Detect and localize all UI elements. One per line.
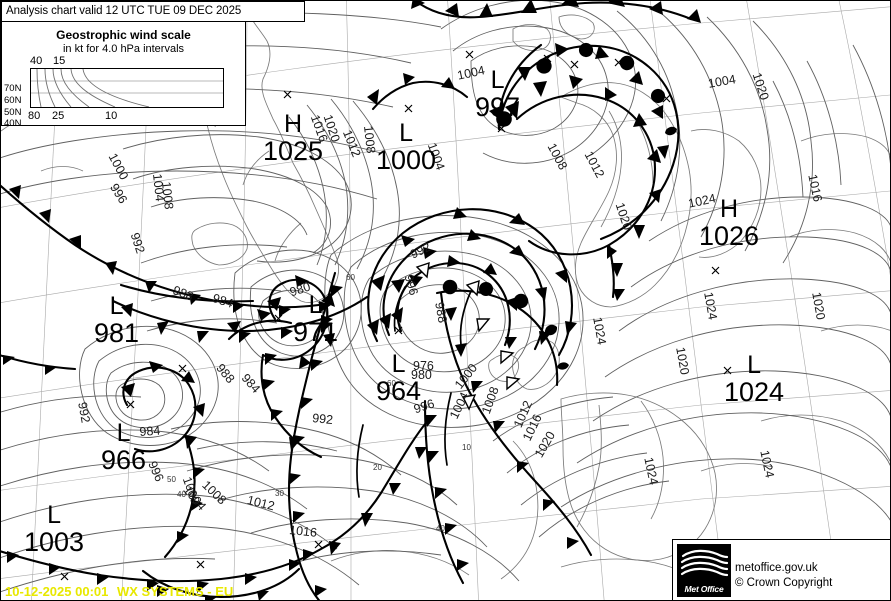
pressure-centre-l-1000: L 1000 xyxy=(376,119,437,175)
cold-front-l966-tail xyxy=(163,433,196,559)
coastlines xyxy=(1,8,890,594)
pressure-centre-type: L xyxy=(308,291,323,319)
met-office-logo-box: Met Office metoffice.gov.uk © Crown Copy… xyxy=(672,539,890,600)
pressure-centre-type: L xyxy=(47,501,61,529)
pressure-centre-type: L xyxy=(399,119,413,147)
cold-front-greenland-lower xyxy=(119,283,255,303)
pressure-centre-type: L xyxy=(747,351,761,379)
pressure-centre-type: H xyxy=(720,195,739,223)
wind-speed-annotation-7: 10 xyxy=(462,443,471,452)
pressure-centre-h-1025: H 1025 xyxy=(263,110,324,166)
wind-speed-annotation-4: 30 xyxy=(275,489,284,498)
wind-scale-lat-50n: 50N xyxy=(4,107,22,118)
wind-scale-bottom-80: 80 xyxy=(28,110,41,122)
geostrophic-wind-scale-box: Geostrophic wind scale in kt for 4.0 hPa… xyxy=(1,22,246,129)
trough-line-north xyxy=(459,290,472,346)
wind-speed-annotation-1: 60 xyxy=(387,379,396,388)
met-office-wordmark: Met Office xyxy=(684,584,724,594)
pressure-centre-value: 971 xyxy=(293,316,339,347)
cold-front-greenland xyxy=(1,184,333,309)
wind-scale-top-40: 40 xyxy=(30,55,43,67)
cold-front-l997-trail xyxy=(515,93,657,256)
met-office-logo-mark: Met Office xyxy=(677,544,731,597)
pressure-centre-l-1003: L 1003 xyxy=(24,501,85,557)
cold-front-southern xyxy=(1,417,431,583)
pressure-centre-type: L xyxy=(116,419,131,447)
met-office-url: metoffice.gov.uk xyxy=(735,562,818,574)
warm-front-l971 xyxy=(227,319,293,341)
wave-lines-icon xyxy=(680,549,729,577)
cold-front-l964-south xyxy=(439,291,593,557)
pressure-centre-type: L xyxy=(391,350,406,378)
pressure-centre-type: H xyxy=(284,110,303,138)
cold-front-left-edge xyxy=(1,354,77,371)
pressure-centre-value: 964 xyxy=(376,375,422,406)
crown-copyright-text: © Crown Copyright xyxy=(735,577,833,589)
wind-scale-lat-40n: 40N xyxy=(4,118,22,129)
pressure-centre-l-981: L 981 xyxy=(94,292,140,348)
isobar-label-980-33: 980 xyxy=(411,368,432,382)
cold-front-atlantic-east xyxy=(423,399,465,585)
cold-front-atlantic xyxy=(287,271,337,600)
pressure-centre-type: L xyxy=(490,66,505,94)
wind-speed-annotation-2: 20 xyxy=(373,463,382,472)
pressure-centre-value: 1000 xyxy=(376,144,437,175)
occluded-front-l966 xyxy=(122,366,197,453)
watermark-timestamp: 10-12-2025 00:01 xyxy=(5,584,109,599)
wind-scale-top-15: 15 xyxy=(53,55,66,67)
occluded-front-markers xyxy=(415,261,521,411)
cold-front-arctic xyxy=(414,1,693,21)
wind-speed-annotation-3: 40 xyxy=(436,524,445,533)
chart-title-box: Analysis chart valid 12 UTC TUE 09 DEC 2… xyxy=(1,1,305,22)
isobar-label-1016-27: 1016 xyxy=(288,523,318,540)
watermark-source: WX SYSTEMS - EU xyxy=(117,584,234,599)
isobar-label-976-32: 976 xyxy=(413,359,434,373)
wind-scale-lat-70n: 70N xyxy=(4,83,22,94)
cold-front-l981 xyxy=(111,295,369,333)
wind-scale-subtitle: in kt for 4.0 hPa intervals xyxy=(62,43,185,55)
isobar-label-1008-14: 1008 xyxy=(159,181,176,211)
pressure-centre-h-1026: H 1026 xyxy=(699,195,760,251)
wind-speed-annotation-5: 40 xyxy=(177,490,186,499)
pressure-centre-l-1024: L 1024 xyxy=(724,351,785,407)
trough-line-centre xyxy=(356,424,364,498)
chart-title: Analysis chart valid 12 UTC TUE 09 DEC 2… xyxy=(6,5,242,17)
pressure-centre-l-971: L 971 xyxy=(293,291,339,347)
trough-line-east xyxy=(444,392,452,466)
pressure-centre-l-964: L 964 xyxy=(376,350,422,406)
pressure-centre-value: 1003 xyxy=(24,526,85,557)
wind-scale-bottom-25: 25 xyxy=(52,110,65,122)
wind-scale-title: Geostrophic wind scale xyxy=(56,28,191,42)
pressure-centre-l-966: L 966 xyxy=(101,419,147,475)
wind-scale-bottom-10: 10 xyxy=(105,110,118,122)
pressure-centre-value: 997 xyxy=(475,91,521,122)
isobar-label-992-34: 992 xyxy=(311,411,334,428)
pressure-centre-value: 1024 xyxy=(724,376,785,407)
wind-speed-annotation-6: 50 xyxy=(167,475,176,484)
wind-speed-annotation-0: 60 xyxy=(346,273,355,282)
pressure-centre-value: 1026 xyxy=(699,220,760,251)
pressure-centre-value: 981 xyxy=(94,317,140,348)
cold-front-pips xyxy=(3,1,701,600)
warm-front-l964-east xyxy=(435,289,559,387)
warm-front-bumps xyxy=(442,42,677,370)
wind-scale-plot xyxy=(30,68,224,108)
fronts xyxy=(1,1,693,600)
wind-scale-lat-60n: 60N xyxy=(4,95,22,106)
pressure-centre-value: 1025 xyxy=(263,135,324,166)
pressure-centre-value: 966 xyxy=(101,444,147,475)
pressure-centre-type: L xyxy=(109,292,124,320)
pressure-centre-l-997: L 997 xyxy=(475,66,521,122)
warm-front-southern-wave xyxy=(141,567,301,599)
